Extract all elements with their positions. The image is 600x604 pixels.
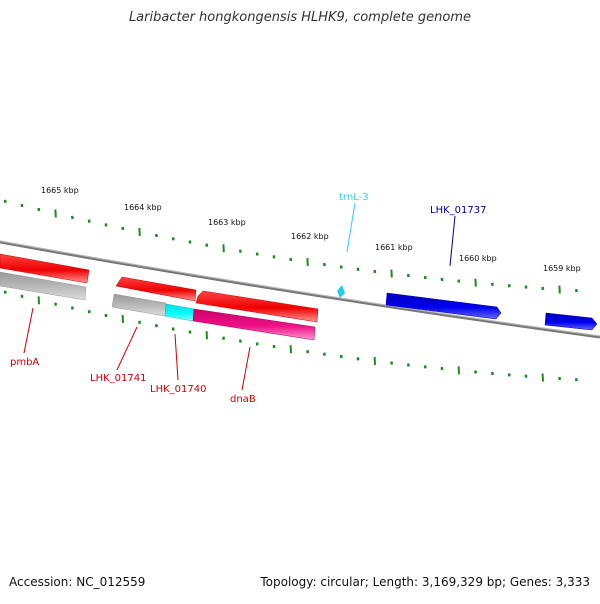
gene-forward-offscreen[interactable] xyxy=(545,313,597,330)
gene-label-LHK_01737[interactable]: LHK_01737 xyxy=(430,205,486,216)
chromosome-backbone-highlight xyxy=(0,241,600,336)
gene-label-pmbA[interactable]: pmbA xyxy=(10,357,39,368)
tick-label: 1659 kbp xyxy=(543,264,581,273)
leader-LHK_01737 xyxy=(450,216,455,266)
gene-label-trnL-3[interactable]: trnL-3 xyxy=(339,192,369,203)
gene-trnL-3[interactable] xyxy=(337,285,345,298)
chromosome-backbone xyxy=(0,242,600,337)
gene-label-dnaB[interactable]: dnaB xyxy=(230,394,256,405)
gene-label-LHK_01740[interactable]: LHK_01740 xyxy=(150,384,206,395)
tick-label: 1661 kbp xyxy=(375,243,413,252)
tick-label: 1665 kbp xyxy=(41,186,79,195)
topology-label: Topology: circular; Length: 3,169,329 bp… xyxy=(260,575,590,589)
gene-label-LHK_01741[interactable]: LHK_01741 xyxy=(90,373,146,384)
tick-label: 1664 kbp xyxy=(124,203,162,212)
map-title: Laribacter hongkongensis HLHK9, complete… xyxy=(0,10,600,25)
outer-tick-ring xyxy=(5,200,577,294)
tick-label: 1662 kbp xyxy=(291,232,329,241)
gene-LHK_01740[interactable] xyxy=(165,304,194,321)
leader-LHK_01741 xyxy=(117,327,137,370)
gene-LHK_01741-pseudo[interactable] xyxy=(112,294,166,316)
leader-LHK_01740 xyxy=(175,334,178,380)
accession-label: Accession: NC_012559 xyxy=(9,575,145,589)
leader-dnaB xyxy=(242,347,250,390)
tick-label: 1660 kbp xyxy=(459,254,497,263)
tick-label: 1663 kbp xyxy=(208,218,246,227)
leader-pmbA xyxy=(24,308,33,353)
leader-trnL-3 xyxy=(347,203,355,252)
